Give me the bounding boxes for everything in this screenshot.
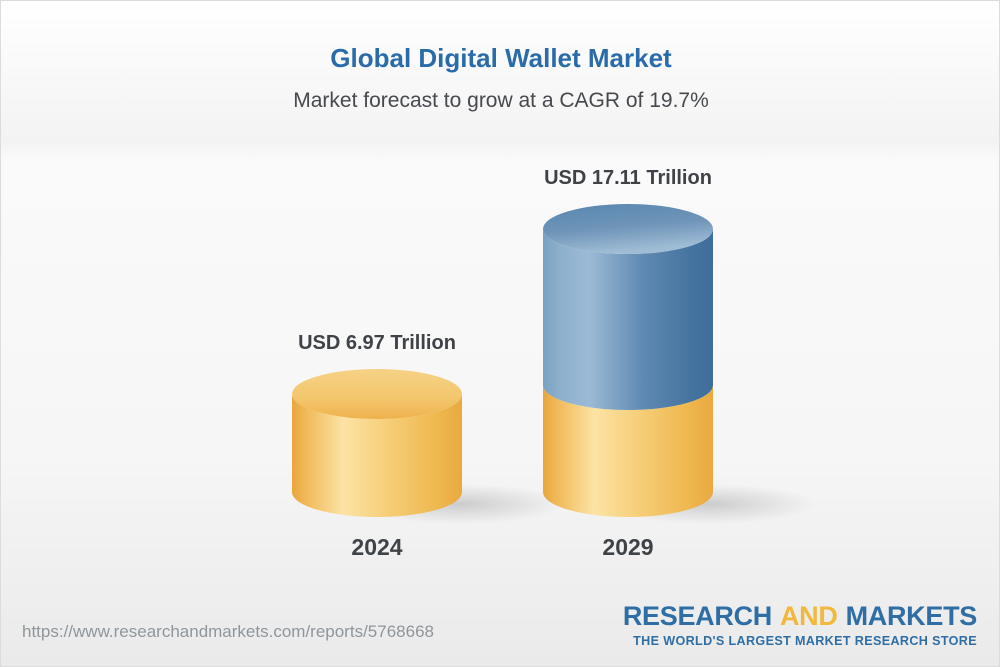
year-label-2029: 2029: [602, 534, 654, 560]
cylinder-2029-base-segment: [543, 385, 713, 517]
page-subtitle: Market forecast to grow at a CAGR of 19.…: [293, 89, 709, 112]
logo-word-markets: MARKETS: [845, 601, 978, 631]
logo-word-research: RESEARCH: [622, 601, 772, 631]
research-and-markets-logo: RESEARCH AND MARKETS THE WORLD'S LARGEST…: [623, 603, 977, 648]
logo-wordmark: RESEARCH AND MARKETS: [623, 603, 977, 630]
year-label-2024: 2024: [351, 534, 403, 560]
logo-word-and: AND: [779, 601, 838, 631]
cylinder-2024: [292, 369, 462, 517]
cylinder-2029: [543, 204, 713, 517]
page-title: Global Digital Wallet Market: [330, 43, 672, 73]
logo-tagline: THE WORLD'S LARGEST MARKET RESEARCH STOR…: [633, 634, 977, 648]
cylinder-2029-growth-segment: [543, 229, 713, 410]
value-label-2029: USD 17.11 Trillion: [544, 167, 712, 189]
value-label-2024: USD 6.97 Trillion: [298, 332, 456, 354]
report-url: https://www.researchandmarkets.com/repor…: [22, 622, 434, 641]
